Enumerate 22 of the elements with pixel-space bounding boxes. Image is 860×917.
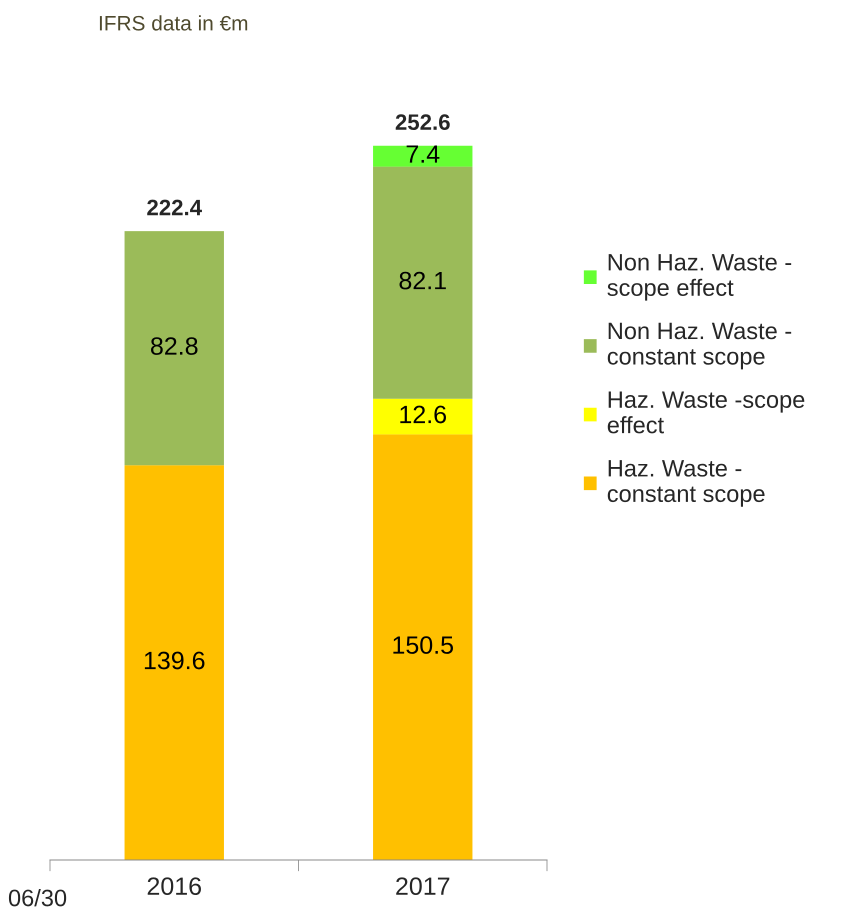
bar bbox=[373, 398, 472, 434]
total-label: 252.6 bbox=[396, 114, 450, 130]
data-label: 7.4 bbox=[406, 145, 440, 163]
total-label: 222.4 bbox=[147, 200, 202, 216]
legend-label: Haz. Waste - constant scope bbox=[608, 460, 765, 507]
bar bbox=[373, 146, 472, 167]
bar bbox=[373, 166, 472, 399]
x-tick-label: 2017 bbox=[396, 877, 450, 896]
x-tick-label: 2016 bbox=[148, 877, 201, 896]
data-label: 82.1 bbox=[400, 272, 446, 290]
data-label: 82.8 bbox=[151, 337, 198, 355]
data-label: 139.6 bbox=[144, 652, 204, 670]
bar bbox=[124, 231, 224, 466]
legend-label: Haz. Waste -scope effect bbox=[608, 391, 804, 434]
legend-label: Non Haz. Waste - constant scope bbox=[608, 322, 792, 370]
data-label: 150.5 bbox=[393, 636, 453, 654]
text: 06/30 bbox=[8, 888, 66, 906]
bar bbox=[124, 465, 224, 860]
legend-label: Non Haz. Waste - scope effect bbox=[607, 254, 792, 301]
bar bbox=[373, 434, 472, 860]
chart-title: IFRS data in €m bbox=[100, 15, 248, 31]
data-label: 12.6 bbox=[400, 406, 446, 424]
